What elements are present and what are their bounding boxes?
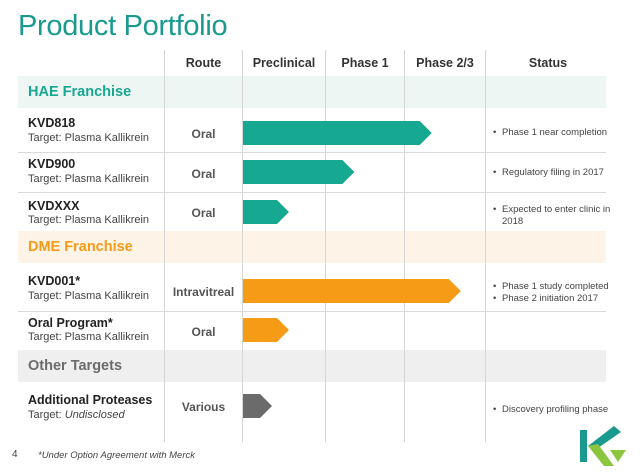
program-status: Regulatory filing in 2017 <box>493 167 618 179</box>
progress-arrow <box>243 121 432 145</box>
target-prefix: Target: <box>28 409 65 421</box>
grid-line <box>404 50 405 442</box>
column-header-route: Route <box>185 56 222 70</box>
progress-arrow <box>243 318 289 342</box>
progress-bar <box>243 318 289 342</box>
page-title: Product Portfolio <box>18 10 228 42</box>
progress-bar <box>243 394 273 418</box>
row-divider <box>18 311 606 312</box>
program-status: Discovery profiling phase <box>493 404 618 416</box>
footnote: *Under Option Agreement with Merck <box>38 450 195 461</box>
dme-band <box>18 231 606 263</box>
progress-bar <box>243 121 432 145</box>
section-label-dme: DME Franchise <box>28 239 133 255</box>
program-name: KVD818 <box>28 116 76 130</box>
kalvista-logo <box>580 426 626 466</box>
status-bullet: Phase 1 study completed <box>493 281 618 293</box>
progress-bar <box>243 160 355 184</box>
program-target: Target: Plasma Kallikrein <box>28 173 150 185</box>
program-route: Oral <box>191 167 216 181</box>
status-bullet: Discovery profiling phase <box>493 404 618 416</box>
status-bullet: Regulatory filing in 2017 <box>493 167 618 179</box>
row-divider <box>18 152 606 153</box>
progress-arrow <box>243 279 461 303</box>
program-target: Target: Plasma Kallikrein <box>28 290 150 302</box>
program-target: Target: Plasma Kallikrein <box>28 214 150 226</box>
column-header-phase23: Phase 2/3 <box>416 56 474 70</box>
program-target: Target: Plasma Kallikrein <box>28 331 150 343</box>
program-route: Intravitreal <box>172 285 235 299</box>
progress-bar <box>243 200 289 224</box>
row-divider <box>18 192 606 193</box>
grid-line <box>325 50 326 442</box>
program-name: Additional Proteases <box>28 393 153 407</box>
other-band <box>18 350 606 382</box>
status-bullet: Phase 2 initiation 2017 <box>493 293 618 305</box>
program-route: Oral <box>191 206 216 220</box>
program-name: KVDXXX <box>28 199 80 213</box>
page-number: 4 <box>12 449 18 460</box>
program-status: Phase 1 near completion <box>493 127 618 139</box>
target-undisclosed: Undisclosed <box>64 409 125 421</box>
status-bullet: Phase 1 near completion <box>493 127 618 139</box>
column-header-status: Status <box>528 56 568 70</box>
program-route: Oral <box>191 127 216 141</box>
program-route: Various <box>181 400 226 414</box>
grid-line <box>164 50 165 442</box>
program-target: Target: Undisclosed <box>28 409 125 421</box>
program-route: Oral <box>191 325 216 339</box>
grid-line <box>485 50 486 442</box>
column-header-preclinical: Preclinical <box>252 56 316 70</box>
program-status: Expected to enter clinic in 2018 <box>493 204 618 228</box>
progress-arrow <box>243 160 355 184</box>
column-header-phase1: Phase 1 <box>341 56 389 70</box>
section-label-hae: HAE Franchise <box>28 84 132 100</box>
program-name: KVD001* <box>28 274 81 288</box>
section-label-other: Other Targets <box>28 358 123 374</box>
program-status: Phase 1 study completed Phase 2 initiati… <box>493 281 618 305</box>
program-name: Oral Program* <box>28 316 113 330</box>
hae-band <box>18 76 606 108</box>
progress-arrow <box>243 394 273 418</box>
progress-bar <box>243 279 461 303</box>
grid-line <box>242 50 243 442</box>
program-target: Target: Plasma Kallikrein <box>28 132 150 144</box>
progress-arrow <box>243 200 289 224</box>
program-name: KVD900 <box>28 157 76 171</box>
status-bullet: Expected to enter clinic in 2018 <box>493 204 618 228</box>
